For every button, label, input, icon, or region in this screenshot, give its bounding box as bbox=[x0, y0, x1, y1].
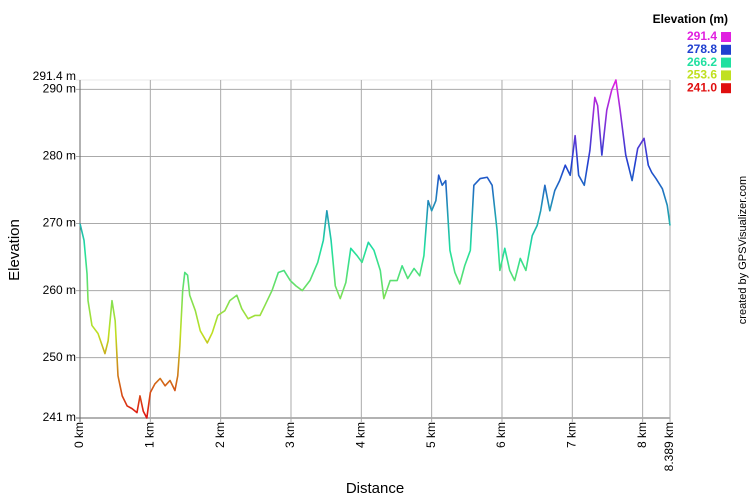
legend-label: 291.4 bbox=[687, 29, 717, 43]
x-tick-label: 3 km bbox=[283, 422, 297, 448]
x-tick-label: 8 km bbox=[635, 422, 649, 448]
legend-label: 241.0 bbox=[687, 80, 717, 94]
elevation-line bbox=[79, 79, 671, 419]
legend-swatch bbox=[721, 70, 731, 81]
y-tick-label: 250 m bbox=[43, 350, 76, 364]
y-tick-label: 260 m bbox=[43, 283, 76, 297]
legend-label: 266.2 bbox=[687, 55, 717, 69]
x-tick-label: 8.389 km bbox=[662, 422, 676, 471]
x-tick-label: 0 km bbox=[72, 422, 86, 448]
legend-label: 278.8 bbox=[687, 42, 717, 56]
credit: created by GPSVisualizer.com bbox=[737, 176, 749, 324]
x-tick-label: 1 km bbox=[143, 422, 157, 448]
y-tick-label: 280 m bbox=[43, 149, 76, 163]
y-tick-label: 270 m bbox=[43, 216, 76, 230]
y-axis-label: Elevation bbox=[6, 219, 23, 281]
legend-swatch bbox=[721, 44, 731, 55]
x-tick-label: 4 km bbox=[353, 422, 367, 448]
legend-title: Elevation (m) bbox=[653, 12, 728, 26]
x-axis-label: Distance bbox=[346, 480, 404, 497]
legend-swatch bbox=[721, 83, 731, 94]
x-tick-label: 5 km bbox=[424, 422, 438, 448]
x-tick-label: 6 km bbox=[494, 422, 508, 448]
x-tick-label: 2 km bbox=[213, 422, 227, 448]
x-tick-label: 7 km bbox=[564, 422, 578, 448]
legend-swatch bbox=[721, 32, 731, 42]
y-tick-label: 291.4 m bbox=[33, 69, 76, 83]
legend-swatch bbox=[721, 57, 731, 68]
y-tick-label: 241 m bbox=[43, 410, 76, 424]
legend-label: 253.6 bbox=[687, 68, 717, 82]
y-tick-label: 290 m bbox=[43, 82, 76, 96]
